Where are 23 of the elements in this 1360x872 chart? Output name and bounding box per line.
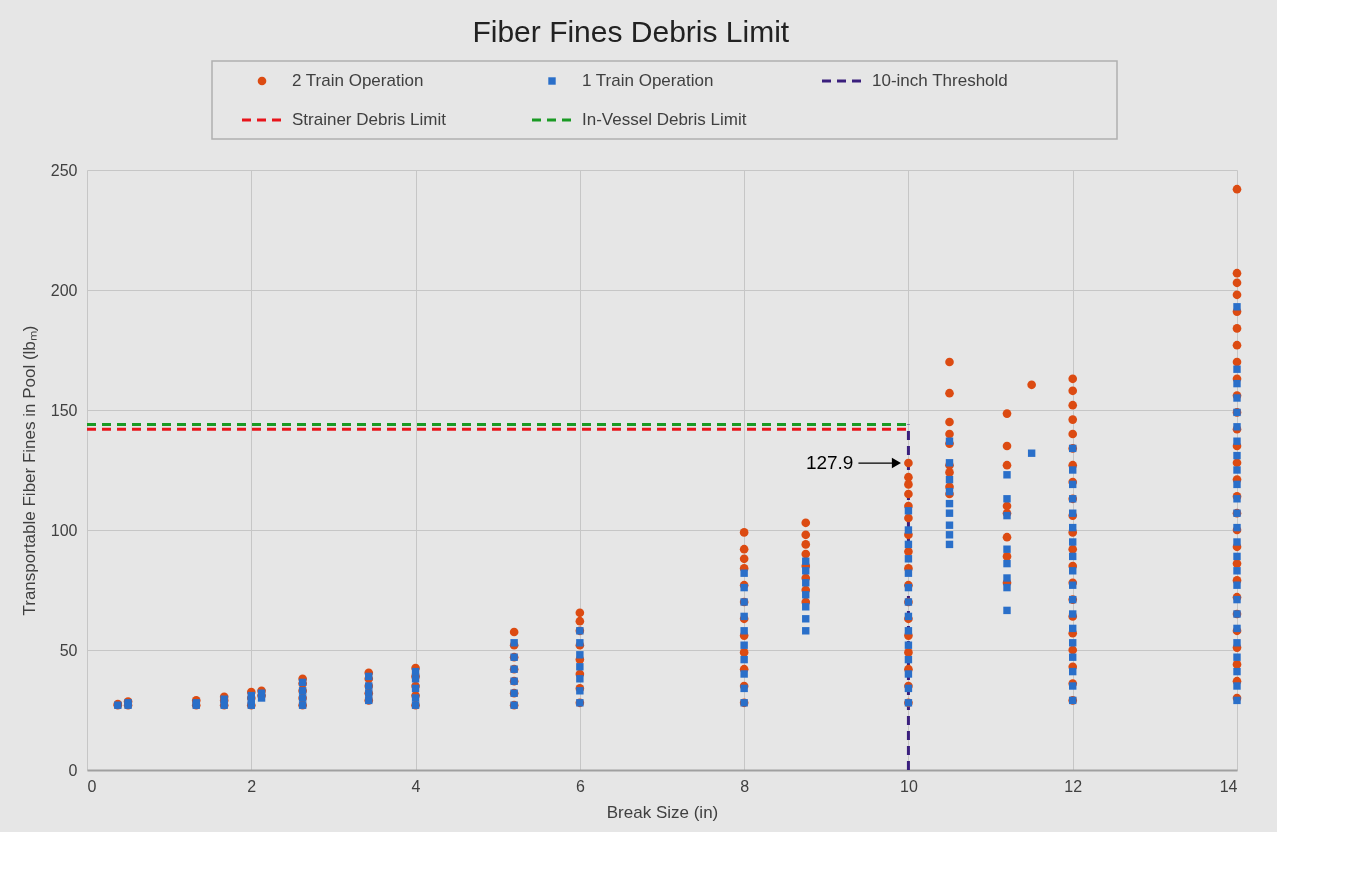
y-tick-label: 0 — [68, 761, 78, 779]
x-tick-label: 14 — [1219, 777, 1238, 795]
y-tick-label: 150 — [50, 401, 78, 419]
x-tick-label: 4 — [411, 777, 421, 795]
x-tick-label: 0 — [87, 777, 97, 795]
x-tick-label: 12 — [1064, 777, 1083, 795]
legend-label: 1 Train Operation — [582, 71, 714, 90]
y-tick-label: 50 — [59, 641, 78, 659]
x-axis-title: Break Size (in) — [606, 802, 719, 822]
y-axis-title: Transportable Fiber Fines in Pool (lbₘ) — [19, 325, 39, 616]
x-tick-label: 8 — [740, 777, 750, 795]
y-tick-label: 200 — [50, 281, 78, 299]
x-tick-label: 10 — [900, 777, 918, 795]
chart-title: Fiber Fines Debris Limit — [472, 15, 790, 49]
legend-label: 10-inch Threshold — [872, 71, 1008, 90]
y-tick-label: 100 — [50, 521, 78, 539]
legend-label: 2 Train Operation — [292, 71, 424, 90]
y-tick-label: 250 — [50, 161, 78, 179]
legend-label: In-Vessel Debris Limit — [582, 110, 747, 129]
x-tick-label: 6 — [575, 777, 585, 795]
annotation: 127.9 — [805, 452, 854, 474]
x-tick-label: 2 — [247, 777, 257, 795]
legend-label: Strainer Debris Limit — [292, 110, 447, 129]
